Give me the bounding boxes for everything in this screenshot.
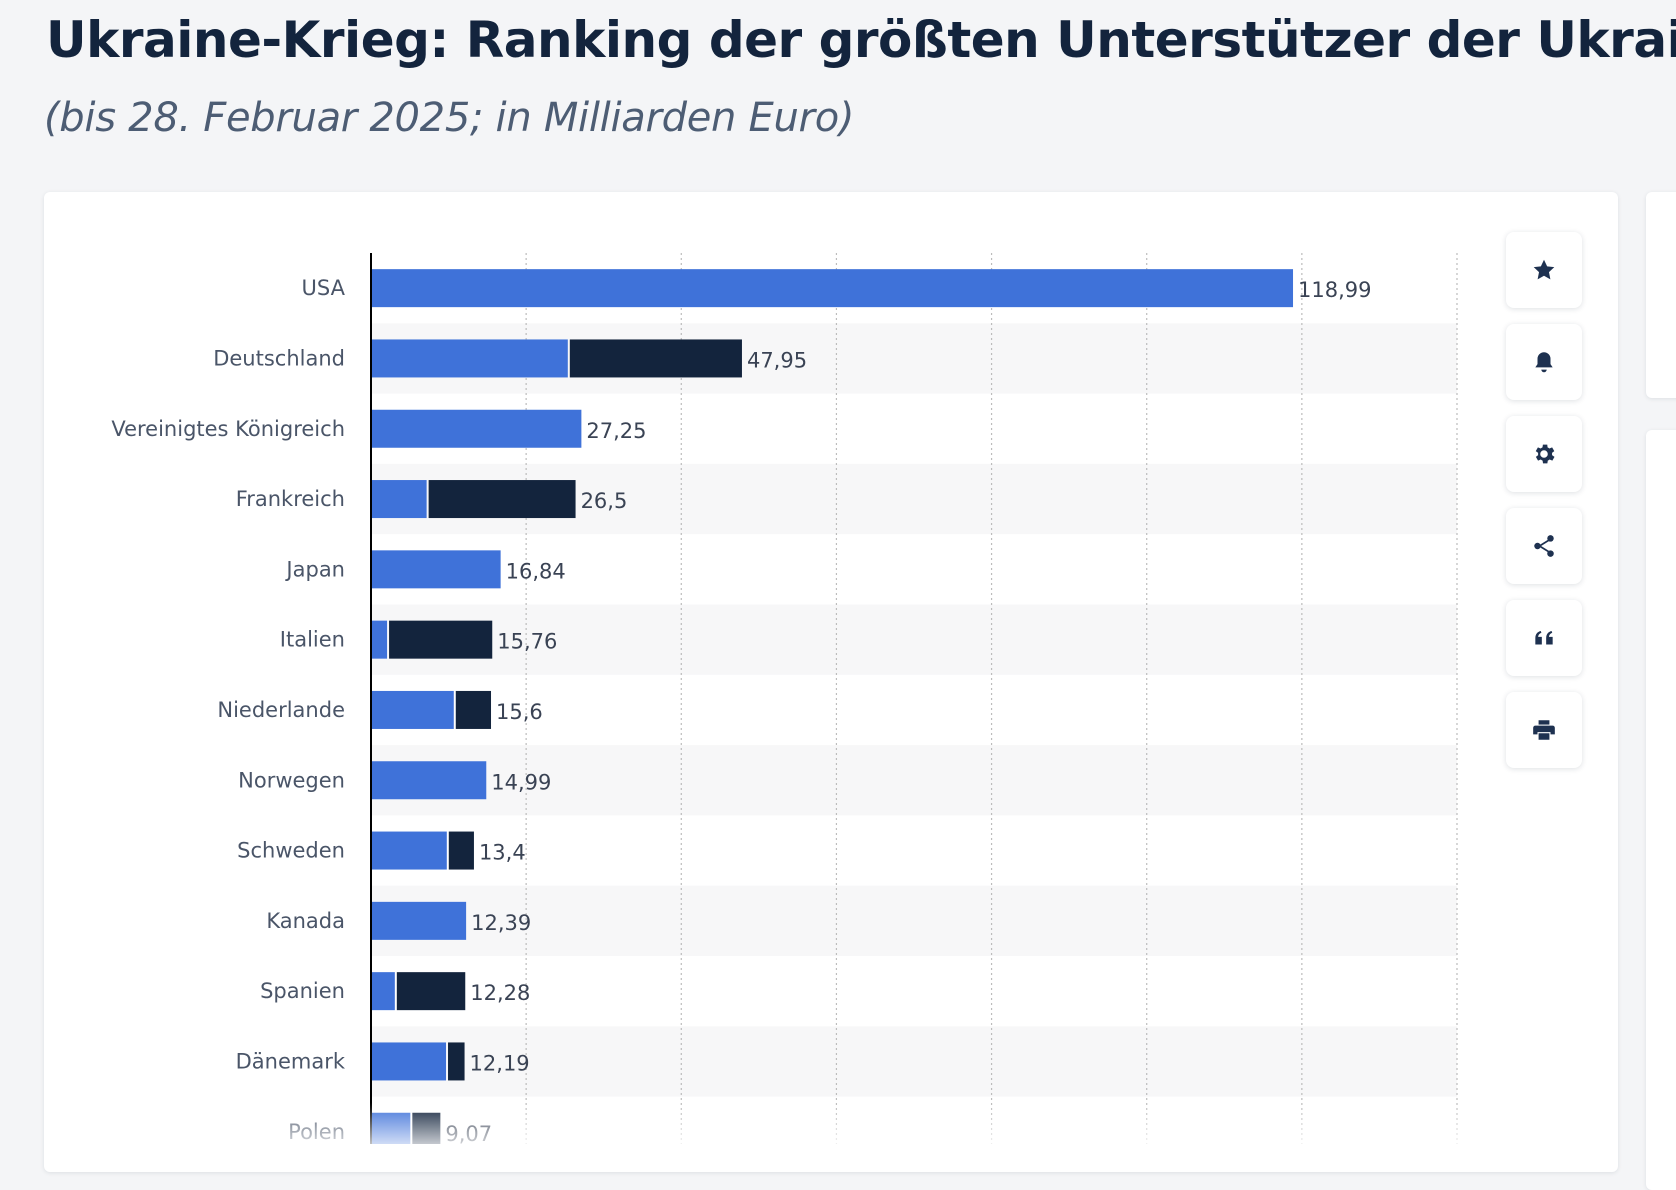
category-label: Schweden <box>237 839 345 863</box>
bar-segment-1[interactable] <box>372 620 388 659</box>
value-label: 47,95 <box>747 348 807 372</box>
page-subtitle: (bis 28. Februar 2025; in Milliarden Eur… <box>44 95 855 141</box>
print-button[interactable] <box>1506 692 1582 768</box>
category-label: Vereinigtes Königreich <box>111 417 345 441</box>
category-label: Frankreich <box>236 487 345 511</box>
print-icon <box>1533 720 1555 740</box>
row-band <box>371 1026 1457 1097</box>
category-label: Deutschland <box>213 346 345 370</box>
favorite-button[interactable] <box>1506 232 1582 308</box>
bar-segment-1[interactable] <box>372 690 454 729</box>
side-panel-bottom <box>1646 430 1676 1190</box>
value-label: 15,76 <box>497 630 557 654</box>
row-band <box>371 604 1457 675</box>
page-title: Ukraine-Krieg: Ranking der größten Unter… <box>46 11 1676 69</box>
bar-segment-1[interactable] <box>372 550 501 589</box>
value-label: 13,4 <box>479 841 526 865</box>
quote-icon <box>1535 630 1553 645</box>
notification-button[interactable] <box>1506 324 1582 400</box>
gear-icon <box>1535 444 1555 464</box>
bar-segment-1[interactable] <box>372 1042 447 1081</box>
bar-segment-2[interactable] <box>396 972 466 1011</box>
value-label: 26,5 <box>581 489 628 513</box>
bar-segment-2[interactable] <box>428 480 576 519</box>
bar-segment-2[interactable] <box>389 620 493 659</box>
bar-segment-2[interactable] <box>455 690 492 729</box>
category-label: Dänemark <box>236 1049 346 1073</box>
fade-overlay <box>60 1102 1500 1144</box>
category-label: Kanada <box>266 909 345 933</box>
share-button[interactable] <box>1506 508 1582 584</box>
category-label: Japan <box>284 557 345 581</box>
chart-toolbar <box>1506 232 1582 784</box>
bar-segment-1[interactable] <box>372 972 395 1011</box>
value-label: 12,28 <box>470 981 530 1005</box>
value-label: 27,25 <box>586 419 646 443</box>
value-label: 118,99 <box>1298 278 1371 302</box>
settings-button[interactable] <box>1506 416 1582 492</box>
row-bands <box>371 323 1457 1097</box>
bar-segment-1[interactable] <box>372 409 582 448</box>
value-label: 12,19 <box>470 1051 530 1075</box>
bell-icon <box>1535 352 1553 373</box>
category-label: Norwegen <box>238 768 345 792</box>
bar-segment-1[interactable] <box>372 480 427 519</box>
category-label: Italien <box>280 628 345 652</box>
value-label: 16,84 <box>506 559 566 583</box>
value-label: 14,99 <box>491 770 551 794</box>
bar-segment-1[interactable] <box>372 831 447 870</box>
labels: USA 118,99 Deutschland 47,95 Vereinigtes Kön… <box>111 276 1371 1144</box>
row-band <box>371 745 1457 816</box>
side-panel-top <box>1646 192 1676 398</box>
category-label: Niederlande <box>217 698 345 722</box>
bar-chart: USA 118,99 Deutschland 47,95 Vereinigtes Kön… <box>60 253 1500 1144</box>
row-band <box>371 885 1457 956</box>
bar-segment-2[interactable] <box>569 339 742 378</box>
star-icon <box>1533 259 1555 280</box>
share-icon <box>1534 535 1554 557</box>
value-label: 12,39 <box>471 911 531 935</box>
bar-segment-2[interactable] <box>448 1042 465 1081</box>
bar-segment-1[interactable] <box>372 761 487 800</box>
category-label: USA <box>302 276 346 300</box>
cite-button[interactable] <box>1506 600 1582 676</box>
bar-segment-2[interactable] <box>448 831 474 870</box>
bar-segment-1[interactable] <box>372 269 1294 308</box>
grid-lines <box>525 253 1458 1144</box>
bar-segment-1[interactable] <box>372 901 467 940</box>
bars <box>372 269 1294 1144</box>
bar-segment-1[interactable] <box>372 339 568 378</box>
value-label: 15,6 <box>496 700 543 724</box>
category-label: Spanien <box>260 979 345 1003</box>
